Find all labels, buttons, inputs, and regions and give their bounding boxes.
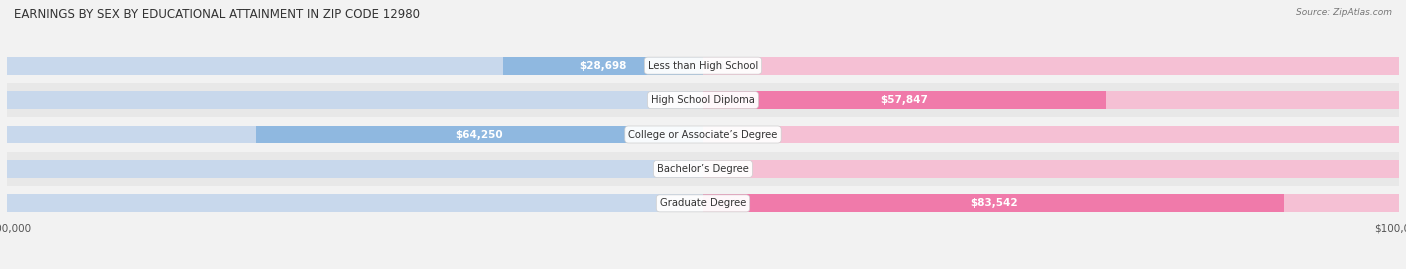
Bar (7, 91, 703, 109)
Text: $64,250: $64,250 (456, 129, 503, 140)
Bar (703, 126, 1399, 143)
Text: $83,542: $83,542 (970, 198, 1018, 208)
Text: $57,847: $57,847 (880, 95, 928, 105)
Bar (7, 186, 1399, 221)
Text: $0: $0 (711, 164, 724, 174)
Text: $0: $0 (711, 61, 724, 71)
Bar (256, 126, 703, 143)
Bar (7, 194, 703, 212)
Text: Graduate Degree: Graduate Degree (659, 198, 747, 208)
Bar (703, 91, 1399, 109)
Bar (7, 126, 703, 143)
Text: High School Diploma: High School Diploma (651, 95, 755, 105)
Text: $0: $0 (682, 164, 695, 174)
Bar (7, 160, 703, 178)
Text: $28,698: $28,698 (579, 61, 627, 71)
Text: Bachelor’s Degree: Bachelor’s Degree (657, 164, 749, 174)
Text: $0: $0 (682, 198, 695, 208)
Bar (703, 160, 1399, 178)
Bar (703, 57, 1399, 75)
Text: Less than High School: Less than High School (648, 61, 758, 71)
Bar (7, 48, 1399, 83)
Bar (703, 91, 1105, 109)
Text: Source: ZipAtlas.com: Source: ZipAtlas.com (1296, 8, 1392, 17)
Text: $0: $0 (711, 129, 724, 140)
Text: College or Associate’s Degree: College or Associate’s Degree (628, 129, 778, 140)
Bar (703, 194, 1399, 212)
Bar (7, 57, 703, 75)
Text: $0: $0 (682, 95, 695, 105)
Bar (7, 83, 1399, 117)
Bar (503, 57, 703, 75)
Bar (7, 117, 1399, 152)
Bar (7, 152, 1399, 186)
Bar (703, 194, 1285, 212)
Text: EARNINGS BY SEX BY EDUCATIONAL ATTAINMENT IN ZIP CODE 12980: EARNINGS BY SEX BY EDUCATIONAL ATTAINMEN… (14, 8, 420, 21)
